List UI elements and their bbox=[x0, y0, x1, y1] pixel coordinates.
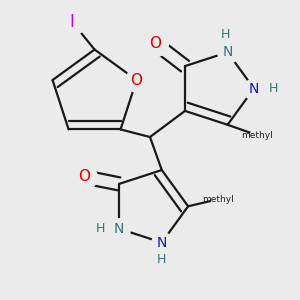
Text: methyl: methyl bbox=[241, 130, 273, 140]
Text: H: H bbox=[95, 222, 105, 235]
Text: N: N bbox=[249, 82, 259, 95]
Text: O: O bbox=[149, 36, 161, 51]
Text: N: N bbox=[114, 222, 124, 236]
Text: I: I bbox=[70, 13, 74, 31]
Text: N: N bbox=[222, 45, 233, 59]
Text: O: O bbox=[130, 73, 142, 88]
Text: H: H bbox=[221, 28, 230, 41]
Text: H: H bbox=[268, 82, 278, 95]
Text: O: O bbox=[79, 169, 91, 184]
Text: H: H bbox=[157, 254, 167, 266]
Text: methyl: methyl bbox=[202, 195, 233, 204]
Text: N: N bbox=[157, 236, 167, 250]
